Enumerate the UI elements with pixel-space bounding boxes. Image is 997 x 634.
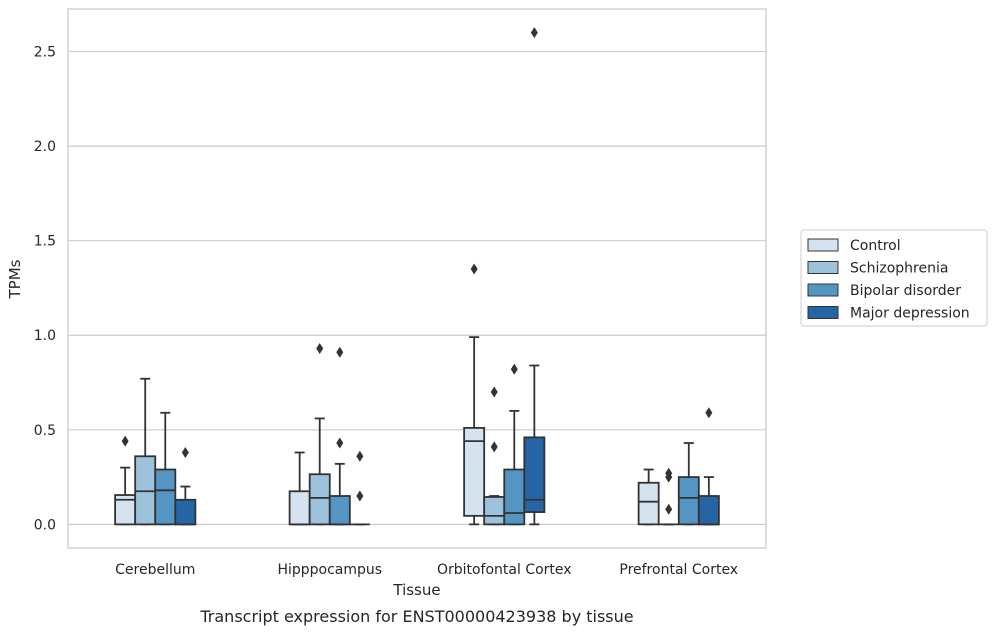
- y-axis-label: TPMs: [6, 259, 24, 299]
- box: [677, 476, 700, 526]
- y-tick-label: 1.5: [34, 234, 56, 250]
- box: [134, 455, 157, 526]
- y-tick-label: 2.0: [34, 139, 56, 155]
- series-group: [174, 27, 720, 526]
- outlier-point: [510, 363, 518, 375]
- outlier-point: [490, 386, 498, 398]
- outlier-point: [490, 441, 498, 453]
- box-series: [114, 27, 720, 526]
- y-tick-label: 0.0: [34, 517, 56, 533]
- outlier-point: [336, 346, 344, 358]
- legend-swatch: [807, 238, 839, 252]
- outlier-point: [470, 263, 478, 275]
- outlier-point: [705, 407, 713, 419]
- outlier-point: [356, 490, 364, 502]
- series-group: [154, 346, 700, 526]
- plot-frame: [67, 8, 767, 549]
- legend-swatch: [807, 283, 839, 297]
- outlier-point: [665, 467, 673, 479]
- y-tick-label: 1.0: [34, 328, 56, 344]
- y-tick-label: 0.5: [34, 423, 56, 439]
- outlier-point: [336, 437, 344, 449]
- outlier-point: [530, 27, 538, 39]
- x-tick-label: Hipppocampus: [277, 562, 382, 578]
- legend-swatch: [807, 261, 839, 274]
- legend-frame: [800, 229, 988, 327]
- box: [483, 496, 506, 526]
- x-tick-label: Orbitofontal Cortex: [437, 562, 572, 578]
- legend-label: Control: [850, 238, 901, 254]
- box: [288, 490, 311, 526]
- outlier-point: [181, 446, 189, 458]
- outlier-point: [121, 435, 129, 447]
- outlier-point: [356, 450, 364, 462]
- x-tick-label: Prefrontal Cortex: [619, 562, 738, 578]
- box: [308, 473, 331, 526]
- legend-swatch: [807, 306, 839, 319]
- series-group: [134, 342, 679, 526]
- series-group: [114, 263, 660, 526]
- legend-label: Schizophrenia: [850, 261, 948, 277]
- box: [637, 481, 660, 526]
- chart-title: Transcript expression for ENST0000042393…: [199, 607, 633, 626]
- box: [174, 498, 197, 526]
- outlier-point: [316, 342, 324, 354]
- box: [523, 436, 546, 513]
- box: [154, 468, 177, 526]
- x-axis-label: Tissue: [392, 581, 440, 599]
- legend: Control Schizophrenia Bipolar disorder Majo…: [800, 229, 988, 327]
- y-tick-label: 2.5: [34, 45, 56, 61]
- legend-label: Bipolar disorder: [850, 283, 961, 299]
- legend-label: Major depression: [850, 306, 970, 322]
- box: [328, 495, 351, 526]
- x-tick-label: Cerebellum: [115, 562, 195, 578]
- y-axis-ticks: 0.0 0.5 1.0 1.5 2.0 2.5: [34, 45, 56, 534]
- outlier-point: [665, 503, 673, 515]
- gridlines: [68, 50, 766, 525]
- box: [503, 468, 526, 526]
- x-axis-ticks: Cerebellum Hipppocampus Orbitofontal Corte…: [115, 562, 738, 578]
- box: [463, 427, 486, 517]
- box: [697, 495, 720, 526]
